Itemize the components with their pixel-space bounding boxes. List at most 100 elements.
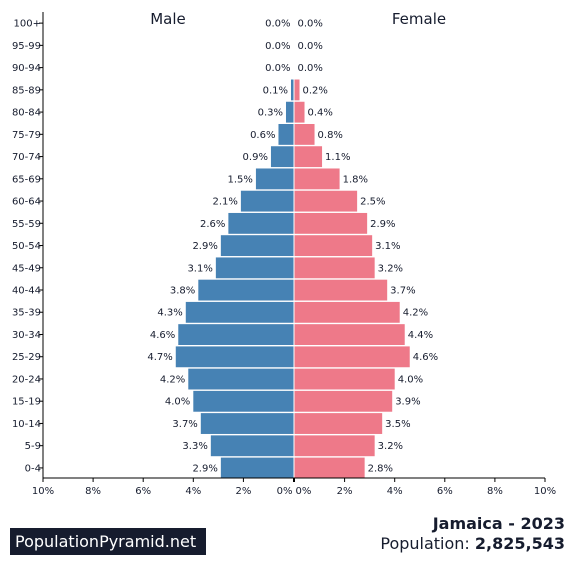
male-bar bbox=[220, 457, 294, 479]
male-bar bbox=[193, 390, 294, 412]
female-value-label: 3.9% bbox=[395, 397, 420, 408]
x-tick-label: 0% bbox=[296, 486, 312, 497]
male-value-label: 0.0% bbox=[265, 63, 290, 74]
female-bar bbox=[294, 390, 393, 412]
female-bar bbox=[294, 279, 388, 301]
female-value-label: 2.9% bbox=[370, 219, 395, 230]
female-value-label: 2.8% bbox=[368, 463, 393, 474]
female-value-label: 0.4% bbox=[308, 108, 333, 119]
brand-logo[interactable]: PopulationPyramid.net bbox=[10, 528, 206, 555]
male-value-label: 3.3% bbox=[182, 441, 207, 452]
female-value-label: 0.2% bbox=[303, 85, 328, 96]
male-bar bbox=[198, 279, 294, 301]
female-bar bbox=[294, 168, 340, 190]
male-bar bbox=[290, 79, 294, 101]
x-tick-label: 6% bbox=[135, 486, 151, 497]
male-bar bbox=[178, 324, 294, 345]
female-bar bbox=[294, 257, 375, 279]
age-group-label: 35-39 bbox=[12, 308, 41, 319]
population-line: Population: 2,825,543 bbox=[380, 534, 565, 553]
female-value-label: 4.4% bbox=[408, 330, 433, 341]
x-tick-label: 6% bbox=[437, 486, 453, 497]
female-bar bbox=[294, 346, 410, 368]
male-bar bbox=[185, 301, 294, 323]
age-group-label: 20-24 bbox=[12, 374, 41, 385]
x-tick-label: 2% bbox=[337, 486, 353, 497]
x-tick-label: 10% bbox=[534, 486, 556, 497]
age-group-label: 80-84 bbox=[12, 108, 41, 119]
male-value-label: 2.6% bbox=[200, 219, 225, 230]
female-bar bbox=[294, 413, 383, 434]
female-value-label: 0.8% bbox=[318, 130, 343, 141]
female-bar bbox=[294, 457, 365, 479]
x-tick-label: 8% bbox=[487, 486, 503, 497]
age-group-label: 85-89 bbox=[12, 85, 41, 96]
age-group-label: 65-69 bbox=[12, 174, 41, 185]
female-value-label: 4.6% bbox=[413, 352, 438, 363]
female-bar bbox=[294, 212, 368, 234]
x-tick-label: 8% bbox=[85, 486, 101, 497]
age-group-label: 60-64 bbox=[12, 197, 41, 208]
age-group-label: 5-9 bbox=[25, 441, 41, 452]
female-value-label: 0.0% bbox=[298, 63, 323, 74]
female-value-label: 1.1% bbox=[325, 152, 350, 163]
age-group-label: 100+ bbox=[14, 19, 41, 30]
x-tick-label: 10% bbox=[32, 486, 54, 497]
male-header: Male bbox=[150, 10, 186, 28]
male-bar bbox=[255, 168, 294, 190]
male-bar bbox=[200, 413, 294, 434]
male-bar bbox=[220, 235, 294, 257]
female-bar bbox=[294, 190, 358, 212]
male-value-label: 0.9% bbox=[243, 152, 268, 163]
x-tick-label: 2% bbox=[235, 486, 251, 497]
female-bar bbox=[294, 79, 300, 101]
age-group-label: 30-34 bbox=[12, 330, 41, 341]
female-value-label: 4.2% bbox=[403, 308, 428, 319]
population-value: 2,825,543 bbox=[474, 534, 565, 553]
male-bar bbox=[215, 257, 294, 279]
female-value-label: 1.8% bbox=[343, 174, 368, 185]
male-value-label: 1.5% bbox=[228, 174, 253, 185]
male-bar bbox=[210, 435, 294, 457]
female-bar bbox=[294, 124, 315, 145]
female-bar bbox=[294, 235, 373, 257]
male-bar bbox=[240, 190, 294, 212]
male-value-label: 4.0% bbox=[165, 397, 190, 408]
male-bar bbox=[278, 124, 294, 145]
female-value-label: 3.2% bbox=[378, 441, 403, 452]
female-value-label: 2.5% bbox=[360, 197, 385, 208]
age-group-label: 75-79 bbox=[12, 130, 41, 141]
male-bar bbox=[228, 212, 294, 234]
male-value-label: 2.1% bbox=[212, 197, 237, 208]
female-value-label: 0.0% bbox=[298, 41, 323, 52]
age-group-label: 40-44 bbox=[12, 286, 41, 297]
male-value-label: 3.1% bbox=[187, 263, 212, 274]
female-value-label: 3.5% bbox=[385, 419, 410, 430]
age-group-label: 25-29 bbox=[12, 352, 41, 363]
age-group-label: 45-49 bbox=[12, 263, 41, 274]
female-value-label: 3.1% bbox=[375, 241, 400, 252]
male-bar bbox=[188, 368, 294, 390]
age-group-label: 10-14 bbox=[12, 419, 41, 430]
female-value-label: 4.0% bbox=[398, 374, 423, 385]
age-group-label: 50-54 bbox=[12, 241, 41, 252]
male-value-label: 0.0% bbox=[265, 19, 290, 30]
male-value-label: 4.6% bbox=[150, 330, 175, 341]
female-bar bbox=[294, 101, 305, 123]
age-group-label: 90-94 bbox=[12, 63, 41, 74]
age-group-label: 55-59 bbox=[12, 219, 41, 230]
male-value-label: 3.8% bbox=[170, 286, 195, 297]
female-value-label: 0.0% bbox=[298, 19, 323, 30]
male-value-label: 2.9% bbox=[192, 463, 217, 474]
age-group-label: 95-99 bbox=[12, 41, 41, 52]
female-bar bbox=[294, 435, 375, 457]
male-value-label: 0.6% bbox=[250, 130, 275, 141]
male-value-label: 4.7% bbox=[147, 352, 172, 363]
male-bar bbox=[270, 146, 294, 168]
male-value-label: 3.7% bbox=[172, 419, 197, 430]
age-group-label: 70-74 bbox=[12, 152, 41, 163]
male-value-label: 4.3% bbox=[157, 308, 182, 319]
female-bar bbox=[294, 146, 323, 168]
female-header: Female bbox=[392, 10, 446, 28]
male-value-label: 2.9% bbox=[192, 241, 217, 252]
